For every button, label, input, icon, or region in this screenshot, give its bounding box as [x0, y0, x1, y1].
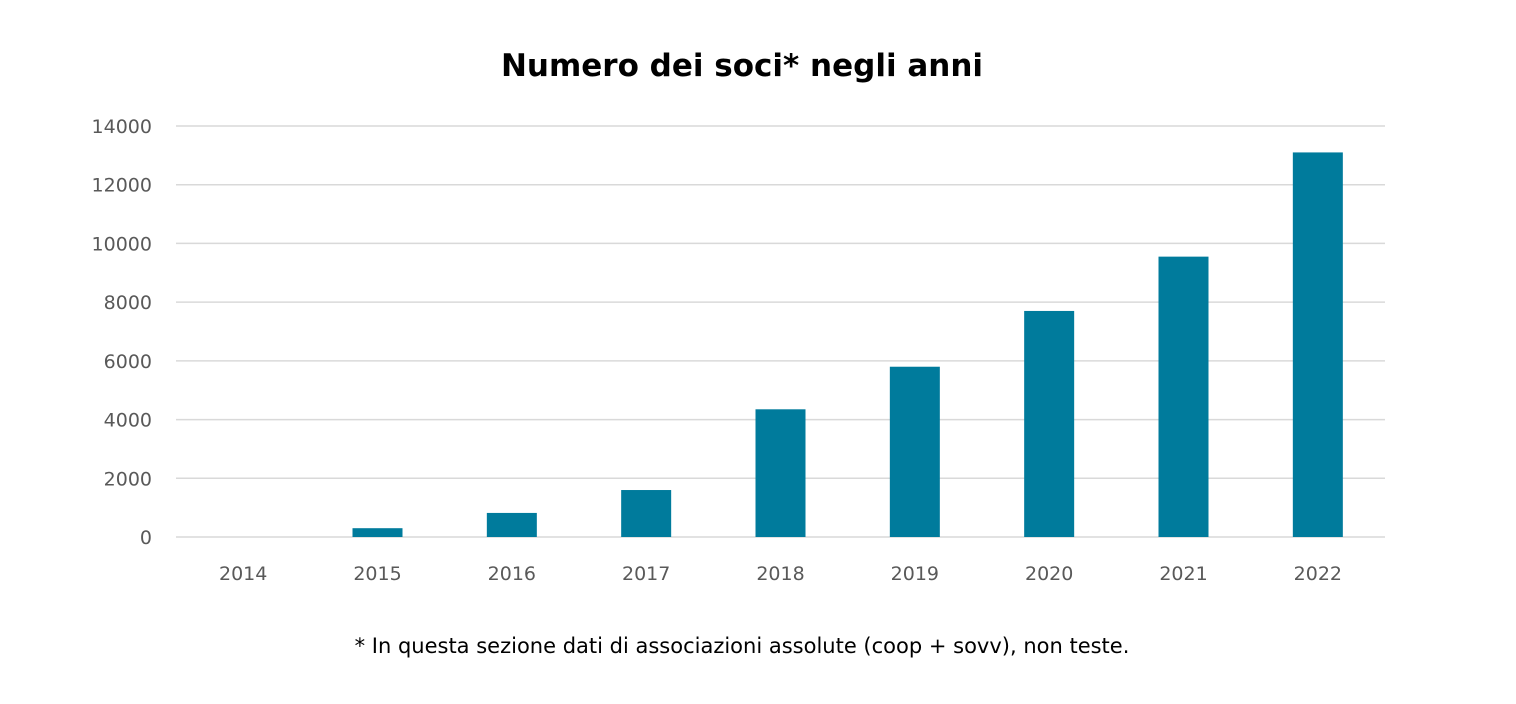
x-tick-label: 2020 [1025, 563, 1073, 585]
y-axis-ticks: 0 2000 4000 6000 8000 10000 12000 14000 [92, 116, 152, 549]
x-tick-label: 2014 [219, 563, 267, 585]
y-tick-label: 6000 [104, 351, 152, 373]
y-tick-label: 8000 [104, 292, 152, 314]
y-tick-label: 12000 [92, 175, 152, 197]
y-tick-label: 0 [140, 527, 152, 549]
bar-2019 [889, 366, 940, 537]
x-tick-label: 2018 [756, 563, 804, 585]
x-tick-label: 2016 [488, 563, 536, 585]
x-tick-label: 2017 [622, 563, 670, 585]
x-axis-ticks: 2014 2015 2016 2017 2018 2019 2020 2021 2022 [219, 563, 1342, 585]
x-tick-label: 2022 [1294, 563, 1342, 585]
y-tick-label: 4000 [104, 410, 152, 432]
bar-2022 [1292, 152, 1343, 537]
x-tick-label: 2021 [1159, 563, 1207, 585]
footnote: * In questa sezione dati di associazioni… [354, 634, 1130, 658]
bar-2015 [352, 528, 403, 537]
bar-2017 [621, 490, 672, 537]
chart-title: Numero dei soci* negli anni [500, 48, 984, 84]
bar-2020 [1024, 310, 1075, 537]
bar-2021 [1158, 256, 1209, 537]
bar-2016 [486, 512, 537, 537]
x-tick-label: 2019 [891, 563, 939, 585]
x-tick-label: 2015 [353, 563, 401, 585]
y-tick-label: 14000 [92, 116, 152, 138]
bar-2018 [755, 409, 806, 537]
y-tick-label: 2000 [104, 468, 152, 490]
y-tick-label: 10000 [92, 233, 152, 255]
bars [352, 152, 1343, 537]
